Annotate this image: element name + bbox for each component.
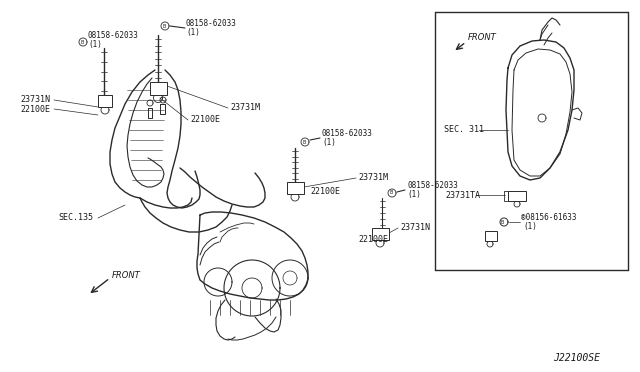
Text: 23731TA: 23731TA (445, 190, 480, 199)
Bar (372, 228, 389, 240)
Bar (98, 95, 112, 107)
Bar (508, 191, 526, 201)
Text: FRONT: FRONT (112, 270, 141, 279)
Text: B: B (500, 219, 504, 224)
Text: (1): (1) (407, 189, 421, 199)
Text: 22100E: 22100E (358, 235, 388, 244)
Text: FRONT: FRONT (468, 33, 497, 42)
Bar (485, 231, 497, 241)
Text: 23731M: 23731M (230, 103, 260, 112)
Text: (1): (1) (523, 221, 537, 231)
Text: 08158-62033: 08158-62033 (322, 129, 373, 138)
Text: (1): (1) (186, 28, 200, 36)
Text: 08158-62033: 08158-62033 (186, 19, 237, 29)
Text: (1): (1) (322, 138, 336, 147)
Text: B: B (302, 140, 306, 144)
Text: (1): (1) (88, 39, 102, 48)
Bar (287, 182, 304, 194)
Text: 08158-62033: 08158-62033 (88, 32, 139, 41)
Text: 22100E: 22100E (310, 187, 340, 196)
Text: B: B (163, 23, 166, 29)
Text: SEC.135: SEC.135 (58, 214, 93, 222)
Text: B: B (389, 190, 393, 196)
Text: 23731N: 23731N (20, 96, 50, 105)
Text: 22100E: 22100E (190, 115, 220, 125)
Text: B: B (80, 39, 84, 45)
Text: 22100E: 22100E (20, 105, 50, 113)
Text: J22100SE: J22100SE (553, 353, 600, 363)
Text: 23731N: 23731N (400, 224, 430, 232)
Bar (150, 82, 167, 95)
Text: 08158-62033: 08158-62033 (407, 182, 458, 190)
Text: SEC. 311: SEC. 311 (444, 125, 484, 135)
Text: 23731M: 23731M (358, 173, 388, 183)
Text: ®08156-61633: ®08156-61633 (521, 214, 577, 222)
